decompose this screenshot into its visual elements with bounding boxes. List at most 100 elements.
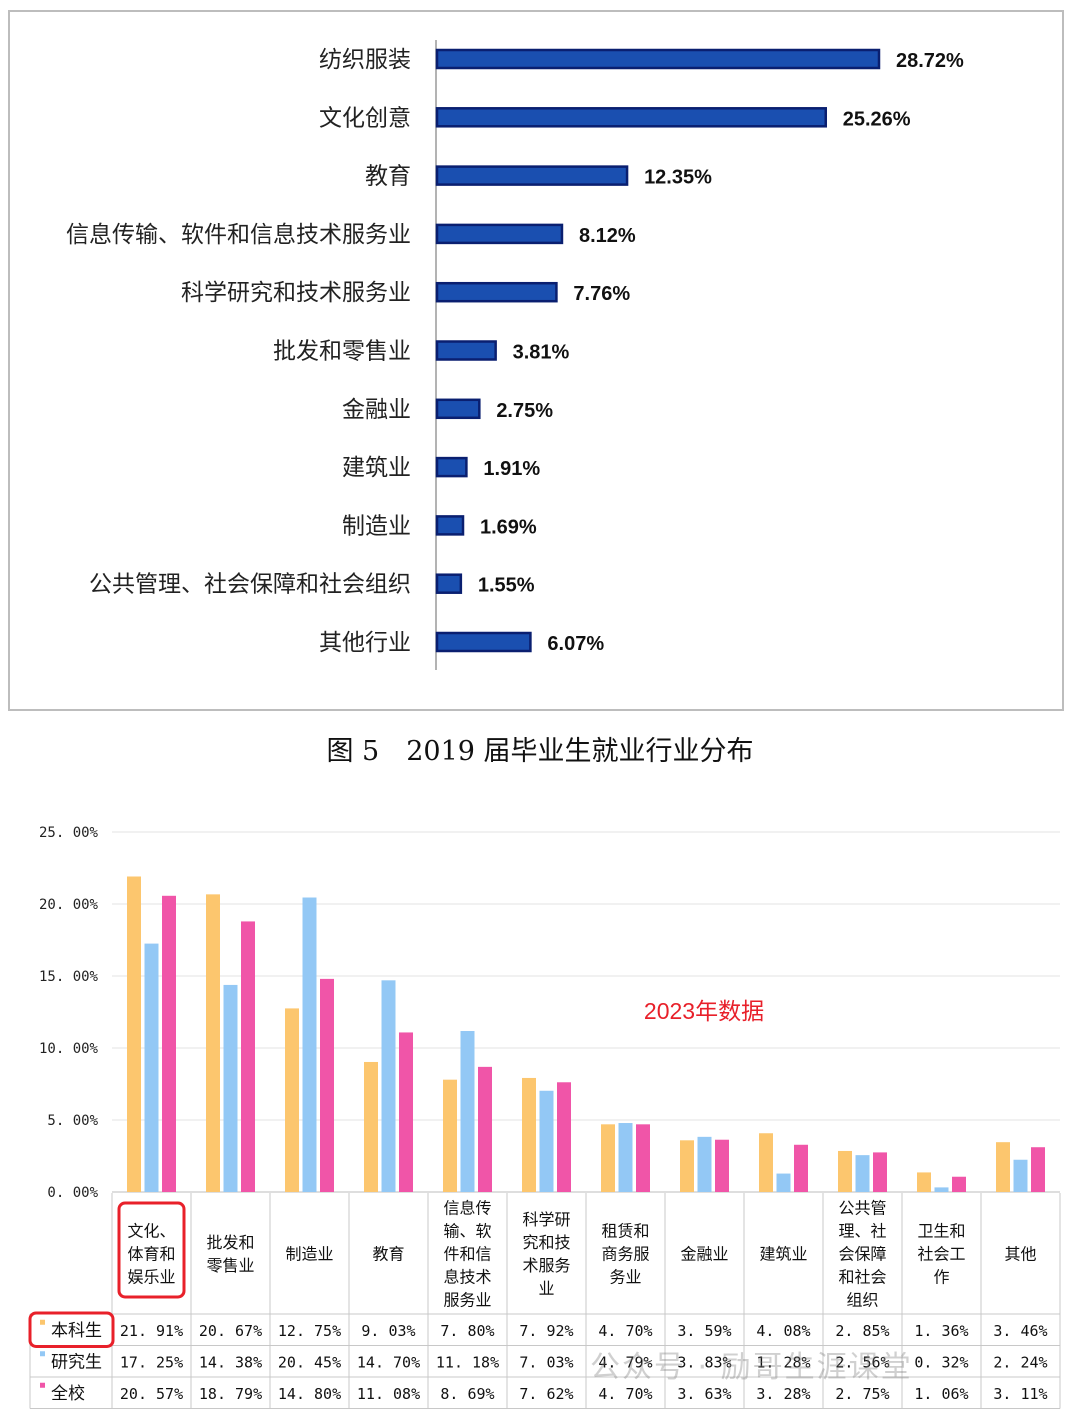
bar <box>435 223 564 245</box>
table-cell-value: 2. 85% <box>835 1322 889 1340</box>
category-label: 建筑业 <box>759 1245 807 1264</box>
value-label: 1.55% <box>478 575 535 597</box>
category-label: 文化、体育和娱乐业 <box>127 1222 175 1287</box>
table-cell-value: 17. 25% <box>120 1353 183 1371</box>
year-annotation: 2023年数据 <box>644 998 764 1024</box>
table-cell-value: 4. 08% <box>756 1322 810 1340</box>
category-label: 其他行业 <box>319 630 411 656</box>
bar-本科生 <box>285 1008 299 1192</box>
category-label: 制造业 <box>342 513 411 539</box>
category-label: 教育 <box>365 164 411 190</box>
table-cell-value: 7. 03% <box>519 1353 573 1371</box>
bar-研究生 <box>144 943 159 1192</box>
bar-全校 <box>873 1152 887 1192</box>
value-label: 1.69% <box>480 516 537 538</box>
value-label: 7.76% <box>573 283 630 305</box>
table-cell-value: 3. 83% <box>677 1353 731 1371</box>
category-label: 科学研究和技术服务业 <box>522 1210 570 1298</box>
value-label: 8.12% <box>579 225 636 247</box>
bar-研究生 <box>855 1155 870 1192</box>
bar-研究生 <box>460 1031 475 1192</box>
bar-研究生 <box>539 1090 554 1192</box>
table-cell-value: 20. 67% <box>199 1322 262 1340</box>
table-cell-value: 3. 46% <box>993 1322 1047 1340</box>
bar-研究生 <box>697 1136 712 1192</box>
category-label: 租赁和商务服务业 <box>601 1222 649 1287</box>
bar-全校 <box>241 921 255 1192</box>
bar-研究生 <box>381 980 396 1192</box>
category-label: 教育 <box>372 1245 404 1264</box>
table-cell-value: 3. 63% <box>677 1385 731 1403</box>
table-cell-value: 20. 57% <box>120 1385 183 1403</box>
bar-全校 <box>794 1144 808 1192</box>
table-cell-value: 14. 80% <box>278 1385 341 1403</box>
bar <box>435 631 532 653</box>
bar-本科生 <box>680 1140 694 1192</box>
bar <box>435 456 468 478</box>
highlight-box <box>28 1311 115 1348</box>
table-cell-value: 3. 59% <box>677 1322 731 1340</box>
table-cell-value: 1. 06% <box>914 1385 968 1403</box>
category-label: 卫生和社会工作 <box>917 1222 965 1287</box>
bar-研究生 <box>934 1187 949 1192</box>
bar-全校 <box>636 1124 650 1192</box>
table-cell-value: 1. 36% <box>914 1322 968 1340</box>
bar-本科生 <box>364 1061 378 1192</box>
table-cell-value: 20. 45% <box>278 1353 341 1371</box>
bar-研究生 <box>1013 1159 1028 1192</box>
value-label: 2.75% <box>496 400 553 422</box>
bar <box>435 165 629 186</box>
figure-caption: 图 5 2019 届毕业生就业行业分布 <box>326 736 754 767</box>
y-tick-label: 20. 00% <box>39 897 99 913</box>
value-label: 6.07% <box>547 633 604 655</box>
category-label: 文化创意 <box>319 105 411 131</box>
bar <box>435 107 828 128</box>
y-tick-label: 5. 00% <box>47 1113 98 1129</box>
watermark: 公众号 · 励哥生涯课堂 <box>590 1350 913 1385</box>
category-label: 其他 <box>1004 1245 1036 1264</box>
category-label: 制造业 <box>285 1245 333 1264</box>
bar-全校 <box>1031 1147 1045 1192</box>
table-cell-value: 7. 80% <box>440 1322 494 1340</box>
value-label: 25.26% <box>843 108 911 130</box>
bar-研究生 <box>776 1173 791 1192</box>
table-cell-value: 11. 18% <box>436 1353 499 1371</box>
table-cell-value: 12. 75% <box>278 1322 341 1340</box>
bar-本科生 <box>443 1079 457 1192</box>
category-label: 科学研究和技术服务业 <box>181 280 411 306</box>
table-cell-value: 4. 70% <box>598 1385 652 1403</box>
bar-研究生 <box>223 984 238 1192</box>
industry-bar-chart-2019: 纺织服装 28.72% 文化创意 25.26% 教育 12.35% 信息传输、软件和信息技术… <box>8 10 1064 711</box>
table-cell-value: 21. 91% <box>120 1322 183 1340</box>
series-name: 全校 <box>51 1384 85 1404</box>
table-cell-value: 9. 03% <box>361 1322 415 1340</box>
bar <box>435 398 481 420</box>
table-cell-value: 8. 69% <box>440 1385 494 1403</box>
legend-swatch <box>40 1351 45 1357</box>
y-tick-label: 15. 00% <box>39 969 99 985</box>
highlight-box <box>117 1201 186 1299</box>
table-cell-value: 18. 79% <box>199 1385 262 1403</box>
bar <box>435 281 558 303</box>
y-tick-label: 0. 00% <box>47 1185 98 1201</box>
bar-全校 <box>478 1066 492 1192</box>
bar <box>435 515 465 536</box>
table-cell-value: 11. 08% <box>357 1385 420 1403</box>
table-cell-value: 2. 75% <box>835 1385 889 1403</box>
category-label: 信息传输、软件和信息技术服务业 <box>66 222 411 248</box>
category-label: 公共管理、社会保障和社会组织 <box>838 1199 886 1310</box>
bar-本科生 <box>522 1077 536 1192</box>
value-label: 3.81% <box>513 342 570 364</box>
bar-全校 <box>320 978 334 1192</box>
series-name: 本科生 <box>51 1321 102 1341</box>
value-label: 1.91% <box>483 458 540 480</box>
value-label: 12.35% <box>644 167 712 189</box>
legend-swatch <box>40 1382 45 1388</box>
bar-本科生 <box>838 1150 852 1192</box>
y-tick-label: 10. 00% <box>39 1041 99 1057</box>
table-cell-value: 2. 56% <box>835 1353 889 1371</box>
category-label: 建筑业 <box>342 455 411 481</box>
bar <box>435 573 463 594</box>
value-label: 28.72% <box>896 50 964 72</box>
